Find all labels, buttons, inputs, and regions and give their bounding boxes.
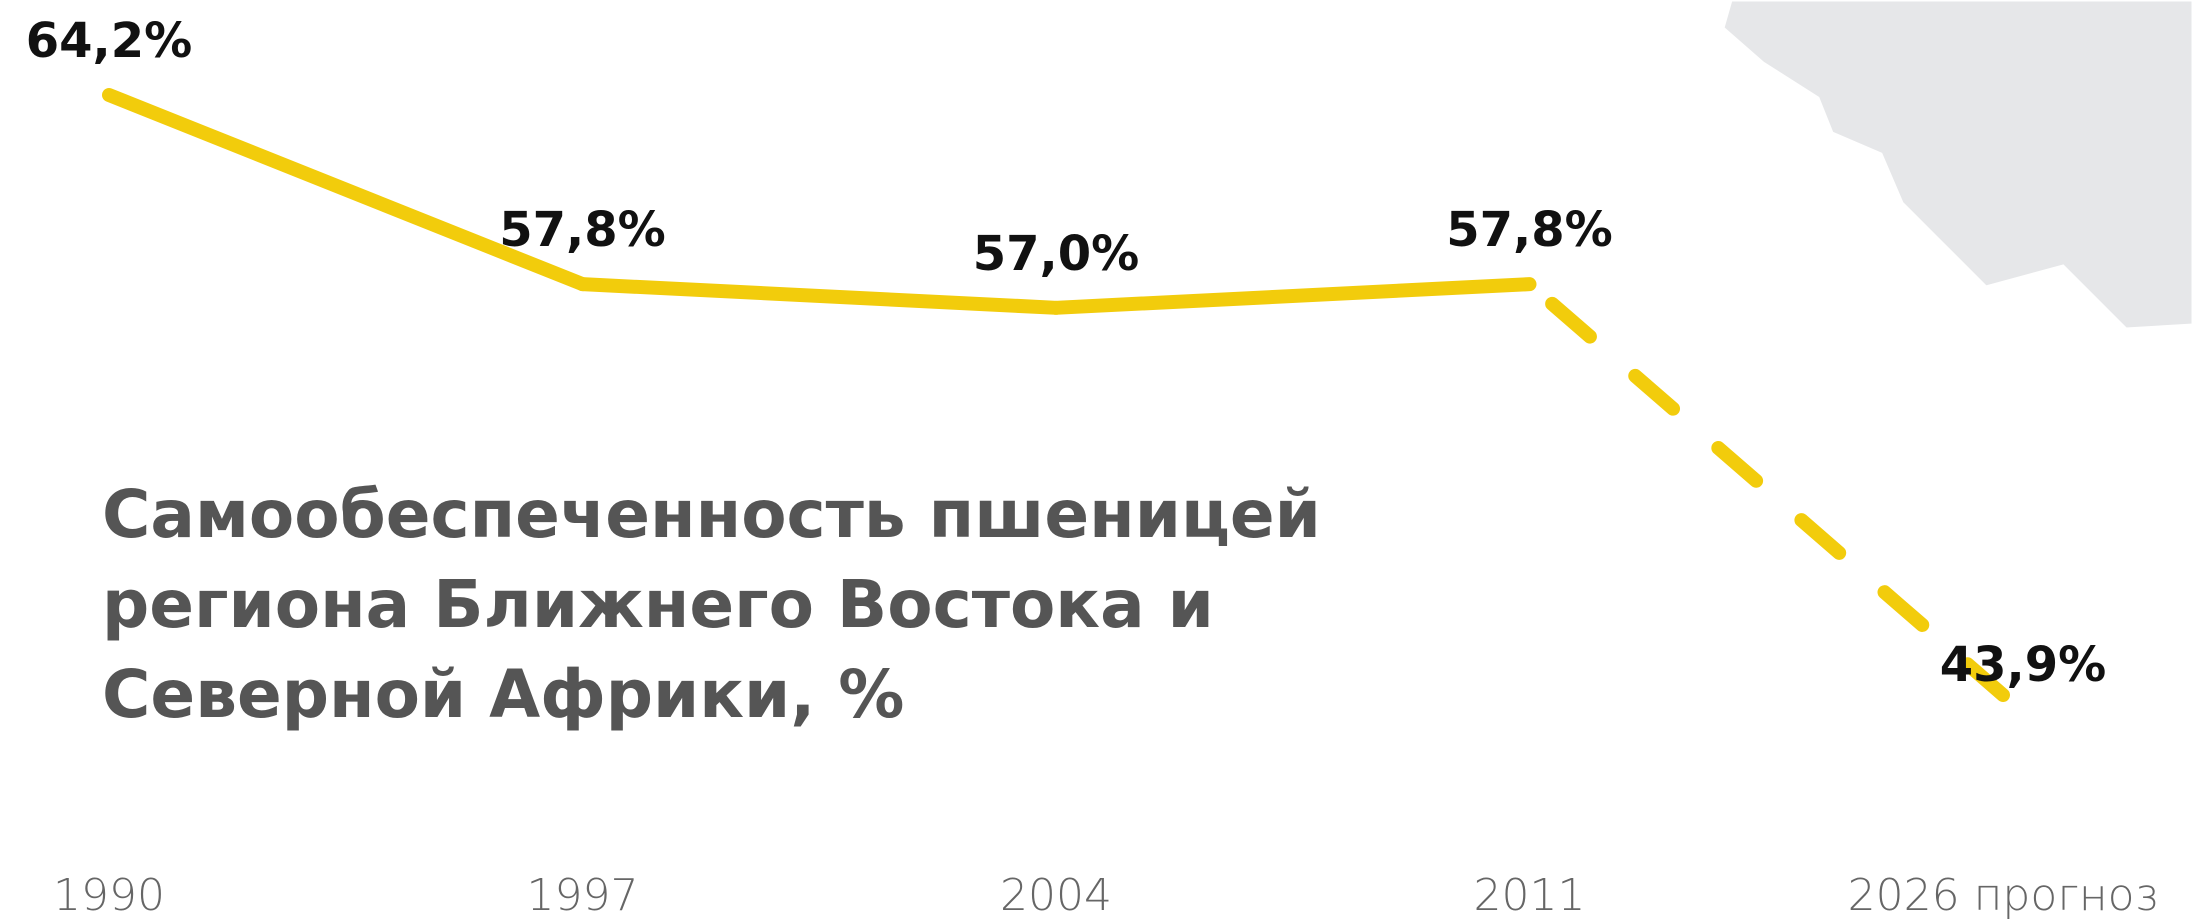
line-segment [1049, 277, 1537, 315]
line-segment [1522, 277, 2010, 702]
x-tick-label: 2026 прогноз [1848, 870, 2159, 921]
x-tick-label: 1990 [53, 870, 165, 921]
data-label: 57,0% [973, 226, 1140, 282]
map-background [1721, 0, 2193, 331]
line-segment [102, 88, 590, 292]
x-tick-label: 2004 [1000, 870, 1112, 921]
line-segment [575, 277, 1063, 315]
data-label: 57,8% [499, 202, 666, 258]
chart-title: Самообеспеченность пшеницей региона Ближ… [102, 476, 1321, 733]
data-label: 43,9% [1940, 637, 2107, 693]
x-tick-label: 1997 [527, 870, 639, 921]
x-tick-label: 2011 [1474, 870, 1586, 921]
data-label: 64,2% [26, 13, 193, 69]
data-label: 57,8% [1446, 202, 1613, 258]
